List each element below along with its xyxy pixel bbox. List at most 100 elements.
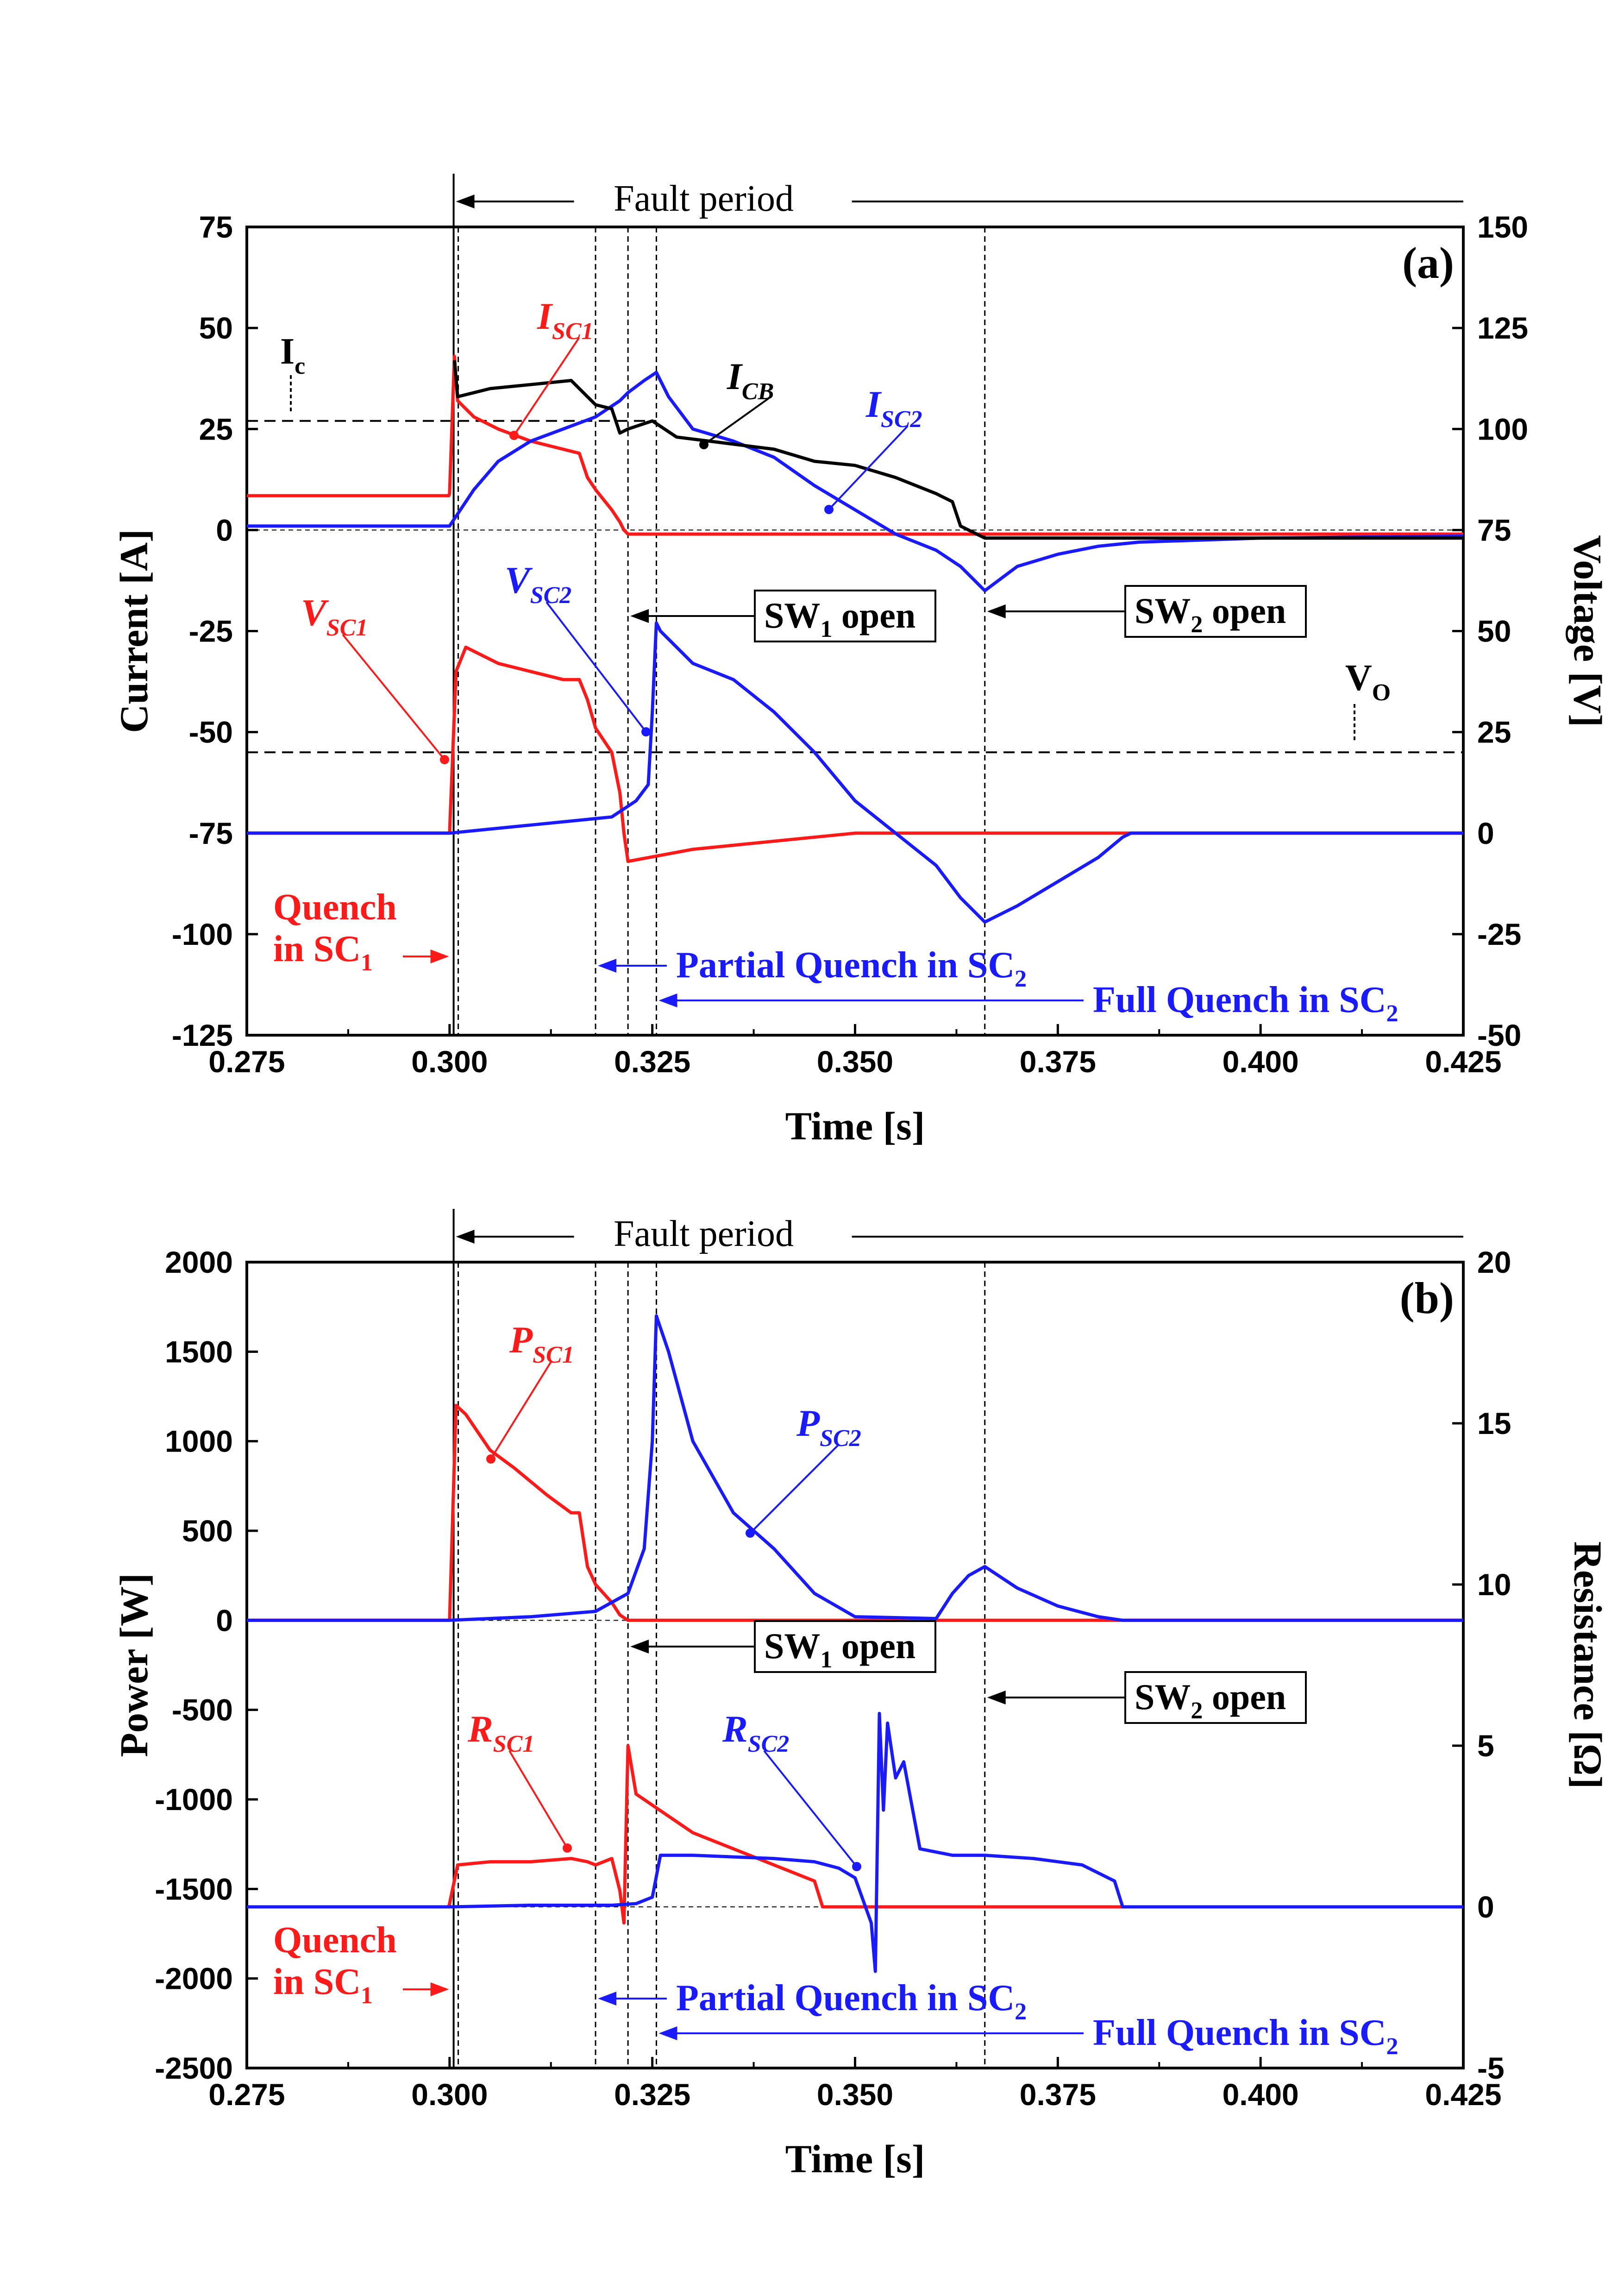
series-label-leader bbox=[508, 1750, 568, 1849]
x-tick-label: 0.400 bbox=[1223, 2077, 1299, 2112]
x-tick-label: 0.275 bbox=[208, 2077, 285, 2112]
series-p-sc1-line bbox=[247, 1403, 1463, 1622]
y-right-tick-label: 50 bbox=[1477, 614, 1511, 648]
partial-arrow-head bbox=[598, 959, 617, 973]
y-left-tick-label: -125 bbox=[172, 1018, 233, 1052]
x-tick-label: 0.275 bbox=[208, 1044, 285, 1079]
series-label-r-sc2: RSC2 bbox=[722, 1708, 789, 1757]
series-label-leader bbox=[513, 337, 580, 436]
sw1-sub: 1 bbox=[820, 1647, 832, 1673]
sw2-tail: open bbox=[1203, 591, 1286, 631]
series-r-sc1-line bbox=[247, 1744, 1463, 1925]
panel-b: 0.275 0.300 0.325 0.350 0.375 0.400 0.42520001… bbox=[112, 1209, 1610, 2181]
vo-label-sub: O bbox=[1372, 679, 1391, 706]
series-label-leader bbox=[342, 634, 445, 761]
y-left-tick-label: -2000 bbox=[155, 1962, 233, 1996]
series-label-p-sc2-main: P bbox=[796, 1402, 820, 1444]
quench-label-line1: Quench bbox=[273, 1920, 397, 1961]
quench-line2-sub: 1 bbox=[361, 949, 373, 976]
y-right-tick-label: -25 bbox=[1477, 917, 1521, 951]
vo-label-main: V bbox=[1345, 658, 1372, 698]
full-quench-label: Full Quench in SC2 bbox=[1093, 980, 1398, 1027]
partial-main: Partial Quench in SC bbox=[676, 945, 1015, 986]
quench-label-line1: Quench bbox=[273, 887, 397, 928]
series-label-arrowhead bbox=[440, 755, 449, 764]
sw1-arrow-head bbox=[630, 1640, 649, 1654]
series-label-v-sc2-main: V bbox=[505, 559, 533, 601]
y-right-tick-label: 15 bbox=[1477, 1406, 1511, 1440]
series-label-p-sc1-sub: SC1 bbox=[533, 1342, 574, 1368]
y-right-tick-label: 100 bbox=[1477, 412, 1528, 446]
full-main: Full Quench in SC bbox=[1093, 2012, 1386, 2053]
x-tick-label: 0.350 bbox=[817, 2077, 893, 2112]
quench-arrow-head bbox=[430, 949, 449, 963]
sw2-box bbox=[1124, 1671, 1307, 1724]
sw2-main: SW bbox=[1135, 1677, 1191, 1717]
x-tick-label: 0.375 bbox=[1020, 2077, 1096, 2112]
series-label-i-sc1-main: I bbox=[537, 295, 553, 337]
series-label-leader bbox=[703, 397, 770, 446]
quench-arrow-head bbox=[430, 1982, 449, 1996]
fault-period-label: Fault period bbox=[614, 178, 794, 219]
partial-main: Partial Quench in SC bbox=[676, 1978, 1015, 2018]
sw1-label: SW1 open bbox=[764, 595, 915, 642]
quench-line2-main: in SC bbox=[273, 1962, 361, 2002]
series-label-leader bbox=[749, 1444, 839, 1534]
series-label-leader bbox=[546, 601, 647, 733]
quench-line2-sub: 1 bbox=[361, 1982, 373, 2009]
partial-arrow-head bbox=[598, 1992, 617, 2006]
y-right-tick-label: 75 bbox=[1477, 513, 1511, 547]
series-label-i-sc2-main: I bbox=[865, 383, 882, 425]
sw2-main: SW bbox=[1135, 591, 1191, 631]
series-i-sc2-line bbox=[247, 371, 1464, 592]
series-label-arrowhead bbox=[852, 1862, 861, 1871]
series-label-i-sc2: ISC2 bbox=[865, 383, 922, 433]
sw2-label: SW2 open bbox=[1135, 1677, 1286, 1724]
y-left-tick-label: 25 bbox=[199, 412, 233, 446]
y-left-tick-label: 2000 bbox=[165, 1245, 233, 1279]
series-label-i-cb: ICB bbox=[727, 355, 774, 405]
ic-label-sub: c bbox=[295, 353, 305, 379]
series-label-r-sc1: RSC1 bbox=[467, 1708, 534, 1757]
series-label-r-sc1-main: R bbox=[467, 1708, 493, 1750]
sw2-sub: 2 bbox=[1191, 611, 1203, 638]
partial-sub: 2 bbox=[1015, 966, 1027, 992]
series-label-i-sc1-sub: SC1 bbox=[552, 318, 594, 345]
full-main: Full Quench in SC bbox=[1093, 980, 1386, 1020]
ic-label-main: I bbox=[280, 331, 295, 372]
series-label-i-sc2-sub: SC2 bbox=[881, 406, 922, 433]
y-left-tick-label: -1000 bbox=[155, 1782, 233, 1817]
y-right-tick-label: 20 bbox=[1477, 1245, 1511, 1279]
series-label-v-sc1-sub: SC1 bbox=[326, 615, 368, 641]
fault-arrow-head bbox=[456, 195, 475, 208]
full-quench-label: Full Quench in SC2 bbox=[1093, 2012, 1398, 2060]
series-i-cb-line bbox=[452, 360, 1463, 540]
quench-line2-main: in SC bbox=[273, 929, 361, 969]
series-label-v-sc1: VSC1 bbox=[301, 591, 368, 641]
y-left-tick-label: 0 bbox=[216, 513, 233, 547]
series-v-sc2-line bbox=[247, 621, 1463, 924]
series-label-arrowhead bbox=[699, 440, 709, 449]
sw2-tail: open bbox=[1203, 1677, 1286, 1717]
sw2-sub: 2 bbox=[1191, 1698, 1203, 1724]
x-tick-label: 0.300 bbox=[411, 2077, 488, 2112]
full-arrow-head bbox=[658, 993, 677, 1007]
series-label-r-sc2-main: R bbox=[722, 1708, 748, 1750]
series-label-leader bbox=[490, 1361, 552, 1460]
y-right-tick-label: -50 bbox=[1477, 1018, 1521, 1052]
series-label-arrowhead bbox=[509, 431, 519, 440]
series-label-r-sc2-sub: SC2 bbox=[748, 1731, 790, 1757]
series-label-v-sc1-main: V bbox=[301, 591, 329, 634]
y-left-tick-label: -75 bbox=[189, 816, 233, 850]
y-left-tick-label: 0 bbox=[216, 1603, 233, 1637]
full-sub: 2 bbox=[1386, 2033, 1398, 2060]
x-tick-label: 0.425 bbox=[1425, 1044, 1501, 1079]
sw1-label: SW1 open bbox=[764, 1626, 915, 1673]
y-left-tick-label: 1500 bbox=[165, 1334, 233, 1369]
partial-sub: 2 bbox=[1015, 1999, 1027, 2025]
x-tick-label: 0.300 bbox=[411, 1044, 488, 1079]
y-left-tick-label: 50 bbox=[199, 311, 233, 345]
x-tick-label: 0.425 bbox=[1425, 2077, 1501, 2112]
x-tick-label: 0.375 bbox=[1020, 1044, 1096, 1079]
